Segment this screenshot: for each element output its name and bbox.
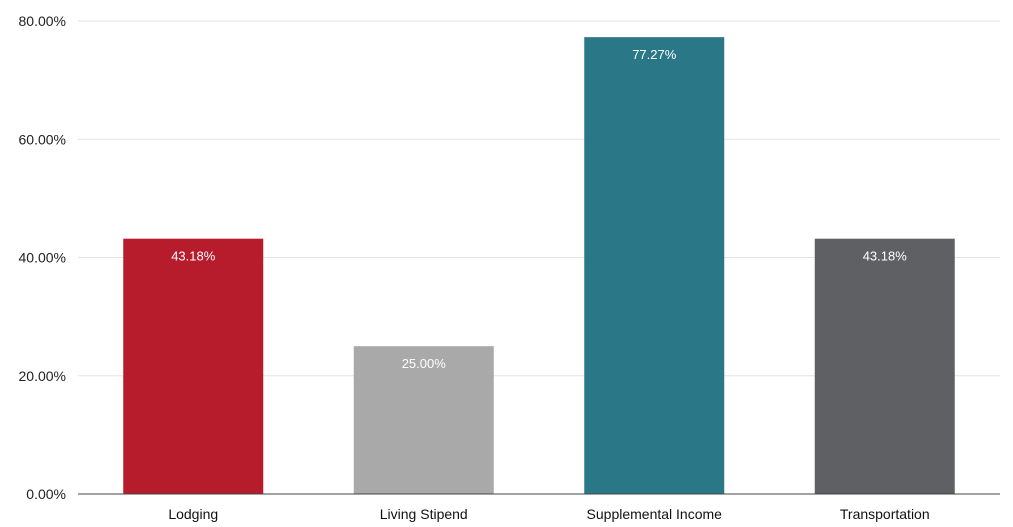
- bars: [123, 37, 955, 495]
- y-tick-label: 40.00%: [19, 250, 66, 266]
- data-labels: 43.18% 25.00% 77.27% 43.18%: [171, 47, 907, 371]
- bar[interactable]: [123, 238, 264, 494]
- data-label: 77.27%: [632, 47, 677, 62]
- y-tick-label: 80.00%: [19, 13, 66, 29]
- y-tick-label: 20.00%: [19, 368, 66, 384]
- bar[interactable]: [584, 37, 725, 495]
- y-tick-label: 0.00%: [26, 486, 66, 502]
- data-label: 43.18%: [171, 249, 216, 264]
- x-tick-label: Lodging: [168, 506, 218, 522]
- x-tick-label: Supplemental Income: [587, 506, 723, 522]
- data-label: 43.18%: [863, 249, 908, 264]
- x-tick-label: Transportation: [840, 506, 930, 522]
- bar[interactable]: [353, 346, 494, 494]
- bar[interactable]: [814, 238, 955, 494]
- y-tick-label: 60.00%: [19, 131, 66, 147]
- y-axis-ticks: 0.00% 20.00% 40.00% 60.00% 80.00%: [19, 13, 66, 502]
- x-tick-label: Living Stipend: [380, 506, 468, 522]
- data-label: 25.00%: [402, 356, 447, 371]
- x-axis-labels: Lodging Living Stipend Supplemental Income…: [168, 506, 929, 522]
